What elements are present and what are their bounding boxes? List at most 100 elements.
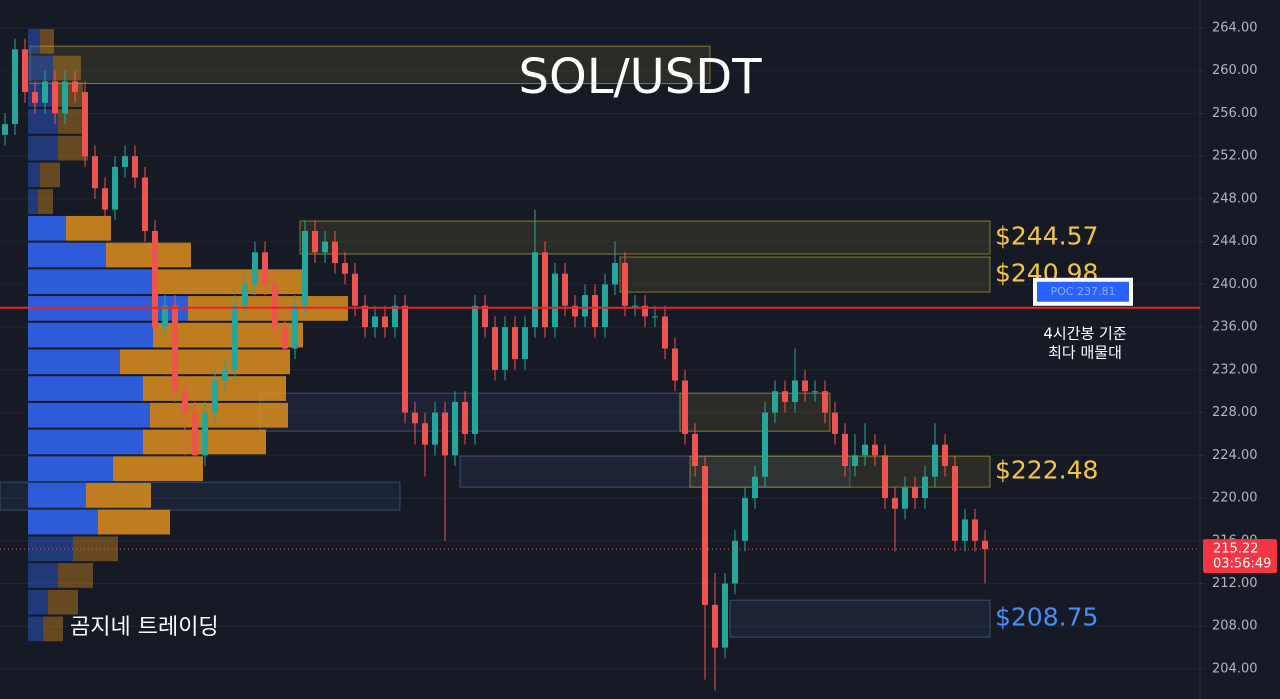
candle-body — [342, 263, 348, 274]
candle-body — [262, 252, 268, 285]
y-tick-label: 264.00 — [1212, 20, 1258, 35]
profile-buy-bar — [28, 215, 66, 241]
candle-body — [462, 401, 468, 434]
candle-body — [252, 252, 258, 285]
price-zone — [299, 220, 991, 255]
profile-buy-bar — [28, 483, 86, 508]
profile-sell-bar — [53, 55, 81, 81]
candle-body — [12, 49, 18, 125]
profile-buy-bar — [28, 322, 153, 348]
candle-body — [352, 273, 358, 306]
profile-buy-bar — [28, 456, 113, 482]
y-tick-label: 204.00 — [1212, 661, 1258, 676]
zone-label: $244.57 — [995, 222, 1098, 251]
candle-body — [142, 177, 148, 231]
candle-body — [32, 92, 38, 103]
profile-sell-bar — [40, 28, 54, 54]
candle-body — [832, 412, 838, 434]
candle-body — [42, 81, 48, 103]
price-zone — [679, 392, 831, 432]
current-price-label: 215.22 — [1213, 542, 1259, 557]
y-tick-label: 240.00 — [1212, 277, 1258, 292]
candle-body — [612, 263, 618, 285]
profile-sell-bar — [58, 563, 93, 588]
chart-title: SOL/USDT — [518, 49, 762, 105]
candle-body — [672, 348, 678, 381]
price-zone — [729, 599, 991, 638]
candle-body — [292, 305, 298, 349]
candle-body — [2, 124, 8, 135]
y-tick-label: 208.00 — [1212, 619, 1258, 634]
candle-body — [942, 444, 948, 466]
candle-body — [452, 401, 458, 456]
y-tick-label: 252.00 — [1212, 149, 1258, 164]
candle-body — [92, 156, 98, 189]
profile-buy-bar — [28, 563, 58, 588]
candle-body — [582, 295, 588, 317]
profile-sell-bar — [153, 269, 303, 295]
candle-body — [242, 284, 248, 306]
profile-sell-bar — [38, 189, 53, 214]
candle-body — [822, 391, 828, 413]
candle-body — [972, 519, 978, 541]
profile-buy-bar — [28, 589, 48, 615]
candle-body — [82, 92, 88, 157]
candle-body — [642, 305, 648, 317]
candle-body — [392, 305, 398, 328]
candle-body — [542, 252, 548, 328]
candle-body — [302, 230, 308, 306]
candle-body — [112, 166, 118, 210]
candle-body — [312, 230, 318, 253]
candle-body — [52, 81, 58, 114]
watermark: 곰지네 트레이딩 — [70, 615, 219, 640]
candle-body — [562, 273, 568, 306]
profile-buy-bar — [28, 616, 43, 642]
y-tick-label: 228.00 — [1212, 405, 1258, 420]
candle-body — [552, 273, 558, 328]
y-tick-label: 212.00 — [1212, 576, 1258, 591]
profile-buy-bar — [28, 162, 40, 188]
profile-buy-bar — [28, 55, 53, 81]
candle-body — [492, 327, 498, 370]
candle-body — [872, 444, 878, 456]
profile-sell-bar — [106, 242, 191, 268]
candle-body — [332, 241, 338, 264]
poc-label: POC 237.81 — [1051, 285, 1116, 298]
profile-buy-bar — [28, 349, 120, 375]
y-tick-label: 248.00 — [1212, 191, 1258, 206]
profile-buy-bar — [28, 28, 40, 54]
profile-buy-bar — [28, 189, 38, 214]
y-tick-label: 260.00 — [1212, 63, 1258, 78]
candle-body — [782, 391, 788, 402]
profile-buy-bar — [28, 135, 58, 161]
candle-body — [102, 188, 108, 210]
zone-label: $222.48 — [995, 456, 1098, 485]
profile-sell-bar — [120, 349, 290, 375]
candle-body — [502, 327, 508, 370]
candle-body — [952, 466, 958, 541]
candle-body — [682, 380, 688, 434]
candle-body — [132, 156, 138, 178]
candle-body — [202, 412, 208, 456]
candle-body — [442, 412, 448, 456]
profile-sell-bar — [66, 215, 111, 241]
candle-body — [712, 604, 718, 648]
candle-body — [882, 455, 888, 499]
candle-body — [862, 444, 868, 456]
y-tick-label: 244.00 — [1212, 234, 1258, 249]
candle-body — [692, 433, 698, 466]
candle-body — [622, 263, 628, 306]
candle-body — [482, 305, 488, 328]
candle-body — [922, 476, 928, 499]
candle-body — [722, 583, 728, 648]
candle-body — [792, 380, 798, 402]
y-tick-label: 232.00 — [1212, 362, 1258, 377]
candle-body — [282, 327, 288, 349]
candle-body — [592, 295, 598, 328]
candle-body — [512, 327, 518, 360]
candle-body — [362, 305, 368, 328]
price-zone — [29, 45, 711, 85]
y-tick-label: 224.00 — [1212, 448, 1258, 463]
candle-body — [892, 498, 898, 509]
price-zone — [259, 392, 681, 432]
